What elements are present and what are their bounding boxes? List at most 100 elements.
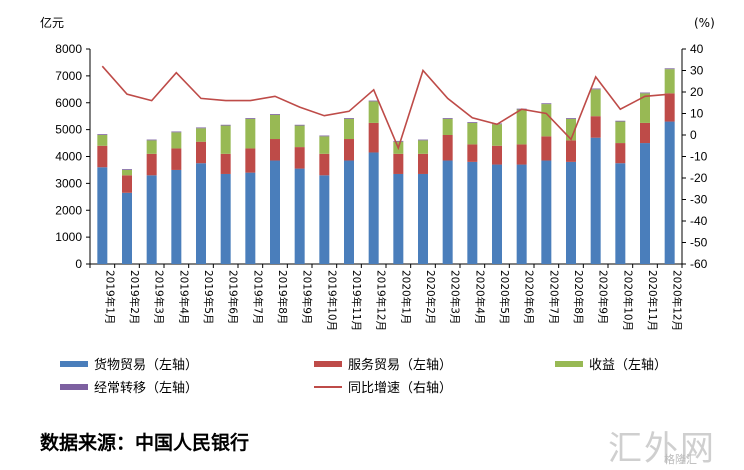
x-tick-label: 2019年9月 — [301, 270, 314, 324]
bar-segment — [368, 100, 379, 102]
x-tick-label: 2019年1月 — [103, 270, 116, 324]
right-tick-label: 40 — [690, 42, 704, 56]
x-tick-label: 2019年10月 — [325, 270, 338, 331]
x-tick-label: 2019年2月 — [128, 270, 141, 324]
bar-segment — [294, 147, 305, 169]
bar-segment — [319, 175, 330, 264]
bar-segment — [220, 173, 231, 264]
bar-segment — [590, 88, 601, 90]
watermark-logo: 汇外网 — [608, 429, 716, 469]
x-tick-label: 2019年8月 — [276, 270, 289, 324]
x-tick-label: 2020年11月 — [646, 270, 659, 331]
bar-segment — [146, 140, 157, 154]
bar-segment — [664, 68, 675, 70]
bar-segment — [146, 175, 157, 264]
bar-segment — [122, 175, 132, 193]
bar-segment — [97, 167, 108, 264]
axes-layer — [86, 48, 686, 268]
bar-segment — [541, 136, 552, 161]
bar-segment — [146, 153, 157, 176]
bar-segment — [640, 93, 650, 123]
legend-swatch-goods — [60, 360, 88, 367]
bar-segment — [245, 172, 256, 264]
legend-item-goods: 货物贸易（左轴） — [60, 354, 198, 373]
bar-segment — [541, 103, 552, 105]
bar-segment — [640, 143, 650, 264]
bar-segment — [590, 137, 601, 264]
watermark-caption: 格隆汇 — [664, 453, 697, 466]
x-tick-label: 2020年10月 — [621, 270, 634, 331]
right-tick-label: -60 — [690, 257, 708, 271]
bar-segment — [418, 140, 428, 154]
bar-segment — [566, 140, 576, 162]
left-tick-label: 6000 — [55, 96, 82, 110]
left-tick-label: 0 — [75, 257, 82, 271]
x-tick-label: 2020年7月 — [547, 270, 560, 324]
bar-segment — [541, 104, 552, 137]
x-tick-label: 2020年9月 — [597, 270, 610, 324]
bar-segment — [566, 161, 576, 264]
right-tick-label: -20 — [690, 171, 708, 185]
bar-segment — [97, 145, 108, 168]
bar-segment — [319, 136, 330, 154]
right-tick-label: 30 — [690, 64, 704, 78]
bar-segment — [467, 161, 478, 264]
bar-segment — [615, 120, 626, 122]
left-tick-label: 3000 — [55, 176, 82, 190]
chart: 0 1000 2000 3000 4000 5000 6000 7000 8000 -60 -50 -… — [40, 15, 715, 331]
x-tick-label: 2019年4月 — [177, 270, 190, 324]
right-tick-label: 0 — [690, 128, 697, 142]
bar-segment — [442, 135, 453, 161]
legend-item-services: 服务贸易（左轴） — [314, 354, 452, 373]
x-tick-label: 2020年12月 — [671, 270, 684, 331]
bar-segment — [196, 127, 206, 129]
legend-swatch-services — [314, 360, 342, 367]
right-tick-label: -10 — [690, 150, 708, 164]
bar-segment — [270, 160, 280, 264]
bar-segment — [492, 124, 502, 146]
bar-segment — [492, 145, 502, 165]
bar-segment — [442, 118, 453, 135]
right-tick-label: -50 — [690, 236, 708, 250]
bar-segment — [294, 125, 305, 148]
legend-swatch-income — [555, 360, 583, 367]
bar-segment — [418, 139, 428, 141]
left-tick-label: 2000 — [55, 203, 82, 217]
bar-segment — [196, 141, 206, 164]
bar-segment — [467, 144, 478, 162]
legend-item-income: 收益（左轴） — [555, 354, 667, 373]
right-tick-label: 20 — [690, 85, 704, 99]
bar-segment — [640, 122, 650, 144]
x-tick-label: 2020年4月 — [473, 270, 486, 324]
bar-segment — [393, 153, 404, 174]
bar-segment — [664, 69, 675, 94]
bar-segment — [590, 116, 601, 138]
right-axis-unit: (%) — [694, 16, 715, 30]
bar-segment — [368, 152, 379, 264]
yoy-growth-line — [101, 65, 670, 151]
bar-segment — [467, 122, 478, 145]
bar-segment — [344, 118, 354, 140]
left-tick-label: 7000 — [55, 69, 82, 83]
bar-segment — [270, 114, 280, 140]
bar-segment — [418, 173, 428, 264]
right-tick-label: -40 — [690, 214, 708, 228]
bar-segment — [442, 160, 453, 264]
legend-label-yoy: 同比增速（右轴） — [348, 381, 453, 396]
bar-segment — [294, 124, 305, 126]
legend-label-services: 服务贸易（左轴） — [348, 358, 453, 373]
bars-layer — [97, 68, 675, 264]
bar-segment — [97, 134, 108, 135]
bar-segment — [418, 153, 428, 174]
left-tick-label: 4000 — [55, 150, 82, 164]
bar-segment — [171, 131, 182, 133]
x-tick-label: 2019年11月 — [350, 270, 363, 331]
legend-swatch-transfers — [60, 383, 88, 390]
x-tick-label: 2020年6月 — [523, 270, 536, 324]
bar-segment — [516, 144, 527, 165]
bar-segment — [245, 148, 256, 173]
bar-segment — [171, 148, 182, 170]
bar-segment — [245, 118, 256, 119]
bar-segment — [467, 122, 478, 123]
bar-segment — [566, 118, 576, 141]
